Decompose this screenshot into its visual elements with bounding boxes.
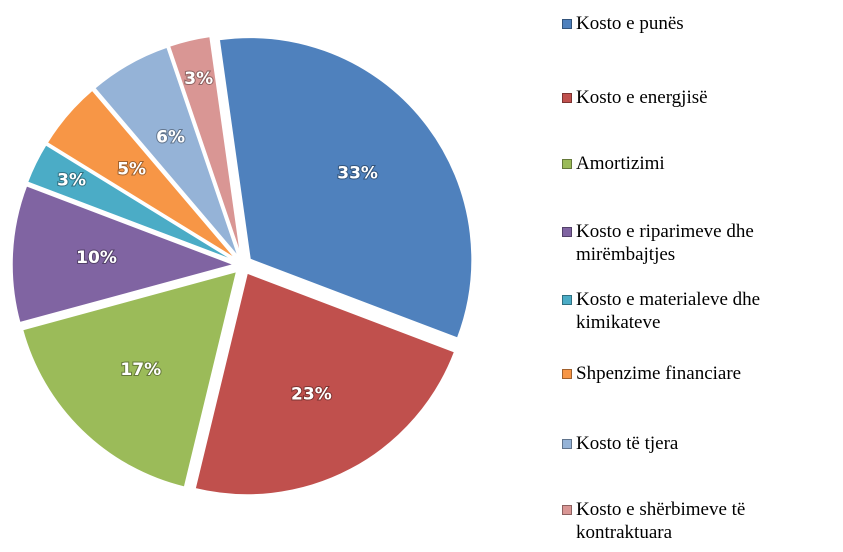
legend-swatch — [562, 227, 572, 237]
legend-label: Kosto e materialeve dhe kimikateve — [576, 289, 761, 333]
pie-slice — [218, 36, 473, 340]
pie-slice — [93, 46, 240, 258]
legend-label: Shpenzime financiare — [576, 363, 742, 384]
legend-swatch — [562, 93, 572, 103]
legend-label: Amortizimi — [576, 153, 665, 174]
pie-slice — [168, 35, 242, 257]
legend-swatch — [562, 295, 572, 305]
slice-label: 3% — [184, 69, 213, 89]
legend-item: Kosto e energjisë — [560, 86, 838, 109]
legend-label: Kosto të tjera — [576, 433, 679, 454]
legend-item: Kosto të tjera — [560, 432, 838, 455]
legend-item: Shpenzime financiare — [560, 362, 838, 385]
legend-swatch — [562, 369, 572, 379]
pie-slice — [21, 270, 238, 489]
slice-label: 5% — [117, 160, 146, 180]
legend-item: Kosto e punës — [560, 12, 838, 35]
legend-swatch — [562, 505, 572, 515]
legend-label: Kosto e shërbimeve të kontraktuara — [576, 499, 746, 543]
legend-item: Kosto e shërbimeve të kontraktuara — [560, 498, 838, 544]
pie-slice — [46, 89, 237, 260]
slice-label: 6% — [156, 127, 185, 147]
legend-label: Kosto e energjisë — [576, 87, 708, 108]
pie-slice — [194, 271, 456, 496]
legend-label: Kosto e punës — [576, 13, 684, 34]
legend: Kosto e punës Kosto e energjisë Amortizimi… — [560, 0, 840, 552]
pie-slice — [11, 184, 237, 324]
legend-item: Kosto e riparimeve dhe mirëmbajtjes — [560, 220, 838, 266]
slice-label: 10% — [76, 248, 117, 268]
legend-item: Kosto e materialeve dhe kimikateve — [560, 288, 838, 334]
slice-label: 17% — [120, 360, 161, 380]
legend-item: Amortizimi — [560, 152, 838, 175]
slice-label: 33% — [337, 164, 378, 184]
legend-swatch — [562, 19, 572, 29]
pie-slice — [26, 143, 236, 262]
slice-label: 23% — [291, 385, 332, 405]
legend-label: Kosto e riparimeve dhe mirëmbajtjes — [576, 221, 754, 265]
slice-label: 3% — [57, 171, 86, 191]
legend-swatch — [562, 439, 572, 449]
legend-swatch — [562, 159, 572, 169]
